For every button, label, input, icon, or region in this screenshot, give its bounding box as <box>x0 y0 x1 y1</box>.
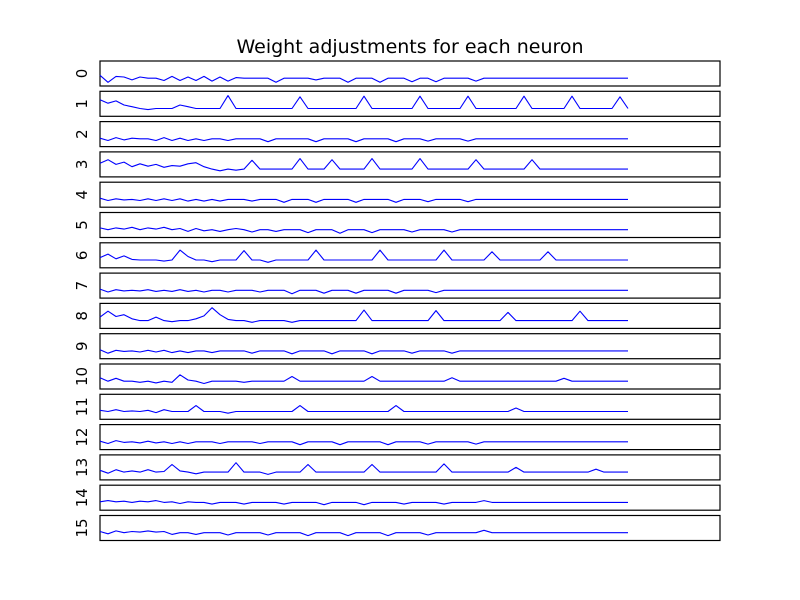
panel-label-7: 7 <box>73 281 91 291</box>
series-line-2 <box>99 137 628 143</box>
panel-frame-0 <box>99 60 721 87</box>
series-line-0 <box>99 74 628 83</box>
panel-frame-10 <box>99 363 721 390</box>
series-line-14 <box>99 500 628 506</box>
panel-frame-3 <box>99 151 721 178</box>
series-line-5 <box>99 226 628 234</box>
panel-label-3: 3 <box>73 160 91 170</box>
series-line-8 <box>99 307 628 323</box>
series-line-13 <box>99 462 628 475</box>
panel-label-13: 13 <box>73 458 91 477</box>
series-line-10 <box>99 374 628 385</box>
panel-label-10: 10 <box>73 367 91 386</box>
panel-frame-8 <box>99 302 721 329</box>
panel-label-2: 2 <box>73 129 91 139</box>
panel-label-5: 5 <box>73 220 91 230</box>
panel-frame-14 <box>99 484 721 511</box>
panel-frame-5 <box>99 211 721 239</box>
panel-frame-15 <box>99 514 721 542</box>
panel-label-6: 6 <box>73 251 91 261</box>
series-line-9 <box>99 349 628 355</box>
panel-frame-12 <box>99 424 721 451</box>
series-line-6 <box>99 249 628 263</box>
panel-frame-11 <box>99 393 721 420</box>
panel-label-15: 15 <box>73 518 91 537</box>
series-line-11 <box>99 405 628 414</box>
series-line-4 <box>99 197 628 203</box>
panel-frame-13 <box>99 454 721 481</box>
panel-frame-7 <box>99 272 721 299</box>
panel-frame-4 <box>99 181 721 208</box>
panel-label-12: 12 <box>73 428 91 447</box>
series-line-1 <box>99 95 629 111</box>
panel-label-0: 0 <box>73 69 91 79</box>
series-line-15 <box>99 529 628 537</box>
series-line-3 <box>99 158 628 172</box>
panel-label-8: 8 <box>73 311 91 321</box>
panel-label-9: 9 <box>73 341 91 351</box>
panel-frame-6 <box>99 242 721 269</box>
chart-title: Weight adjustments for each neuron <box>236 36 583 58</box>
series-line-7 <box>99 288 628 295</box>
panel-frame-1 <box>99 90 721 117</box>
panel-label-4: 4 <box>73 190 91 200</box>
panel-label-1: 1 <box>73 99 91 109</box>
panel-frame-9 <box>99 333 721 360</box>
series-line-12 <box>99 440 628 446</box>
panel-label-14: 14 <box>73 488 91 507</box>
panel-label-11: 11 <box>73 397 91 416</box>
panel-frame-2 <box>99 120 721 148</box>
